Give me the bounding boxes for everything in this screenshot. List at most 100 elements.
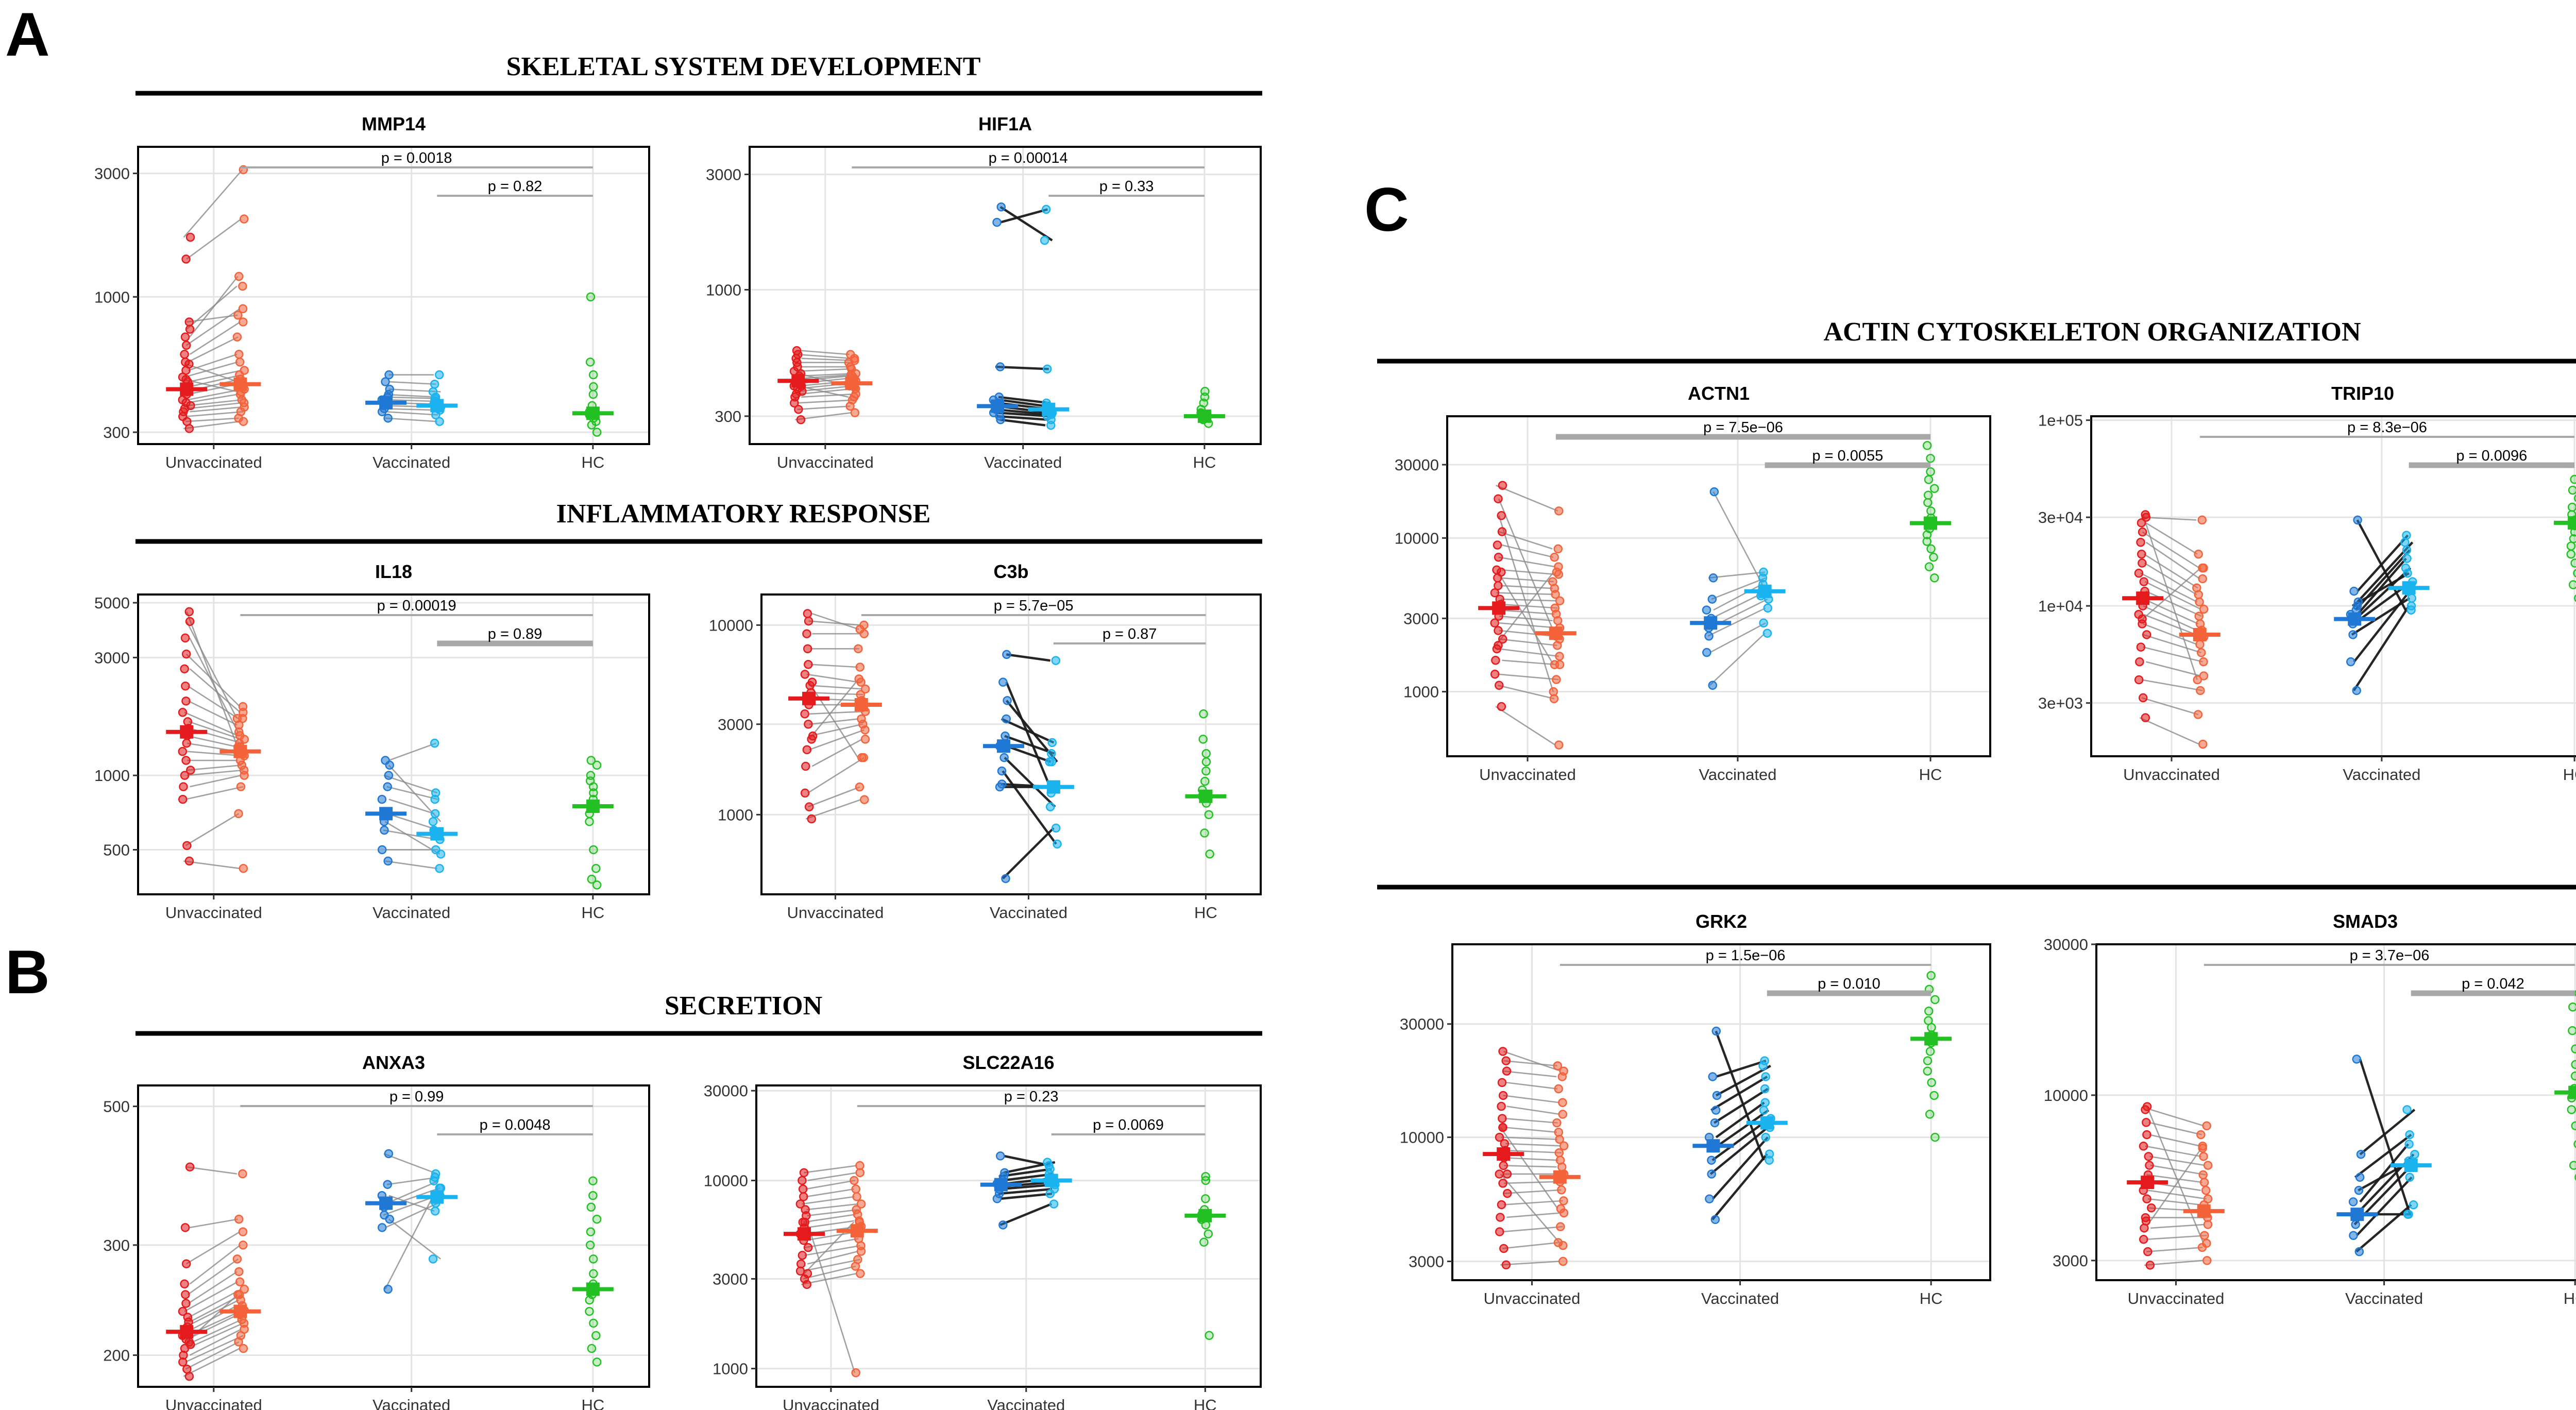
actn1-point-vacc_t1 [1702, 605, 1711, 615]
anxa3-pair-line [187, 1319, 242, 1346]
c3b-point-unvacc_t1 [800, 709, 809, 719]
c3b-point-unvacc_t2 [854, 644, 863, 654]
grk2-point-hc [1930, 995, 1940, 1005]
anxa3-point-unvacc_t1 [180, 1223, 190, 1232]
actn1-point-unvacc_t2 [1554, 506, 1564, 516]
chart-smad3: p = 3.7e−06 p = 0.042 3000 10000 30000 Unvacc… [2044, 911, 2576, 1307]
il18-pair-line [388, 742, 436, 761]
c3b-point-vacc_t2 [1046, 749, 1056, 758]
grk2-pair-line [1715, 1064, 1771, 1097]
c3b-pair-line [805, 799, 861, 820]
hif1a-point-vacc_t2 [1041, 205, 1051, 214]
il18-pair-line [186, 611, 239, 748]
il18-point-unvacc_t1 [181, 756, 191, 765]
anxa3-point-hc [587, 1344, 597, 1353]
mmp14-point-unvacc_t2 [234, 271, 244, 281]
grk2-point-hc [1923, 1056, 1933, 1065]
grk2-pair-line [1715, 1030, 1765, 1161]
slc22a16-point-unvacc_t1 [803, 1269, 812, 1278]
c3b-point-hc [1201, 757, 1211, 767]
grk2-point-unvacc_t2 [1557, 1185, 1566, 1195]
grk2-point-hc [1924, 1016, 1933, 1025]
il18-point-vacc_t2 [428, 817, 438, 826]
actn1-pair-line [1495, 706, 1556, 746]
actn1-point-unvacc_t2 [1552, 567, 1562, 577]
anxa3-pair-line [185, 1341, 240, 1370]
grk2-point-unvacc_t2 [1556, 1222, 1565, 1231]
actn1-point-hc [1926, 467, 1935, 477]
grk2-point-vacc_t2 [1760, 1056, 1769, 1065]
mmp14-point-unvacc_t2 [238, 281, 247, 291]
slc22a16-pair-line [804, 1220, 854, 1229]
actn1-xtick-label-hc: HC [1919, 766, 1942, 784]
il18-point-hc [592, 880, 602, 890]
il18-point-unvacc_t1 [184, 607, 194, 617]
il18-point-unvacc_t2 [239, 864, 248, 873]
actn1-pair-line [1501, 544, 1554, 558]
anxa3-pair-line [386, 1180, 439, 1204]
mmp14-point-vacc_t1 [384, 370, 394, 380]
c3b-point-unvacc_t2 [855, 782, 865, 792]
actn1-pair-line [1498, 515, 1554, 692]
trip10-point-unvacc_t1 [2134, 675, 2144, 685]
c3b-pair-line [807, 786, 860, 808]
hif1a-point-vacc_t1 [995, 362, 1005, 371]
trip10-point-vacc_t1 [2348, 630, 2358, 639]
il18-pair-line [186, 621, 238, 719]
il18-point-unvacc_t1 [182, 841, 192, 851]
grk2-point-unvacc_t1 [1495, 1169, 1504, 1179]
c3b-point-hc [1198, 735, 1208, 744]
actn1-point-unvacc_t1 [1497, 702, 1506, 711]
c3b-point-vacc_t1 [1003, 696, 1012, 705]
smad3-point-unvacc_t1 [2142, 1118, 2151, 1127]
smad3-pair-line [2150, 1147, 2202, 1221]
slc22a16-point-vacc_t2 [1044, 1161, 1054, 1170]
smad3-point-unvacc_t1 [2143, 1247, 2153, 1256]
trip10-point-unvacc_t1 [2139, 577, 2148, 586]
smad3-point-unvacc_t2 [2202, 1256, 2212, 1265]
smad3-pair-line [2148, 1122, 2202, 1135]
actn1-point-vacc_t1 [1709, 487, 1719, 497]
c3b-pair-line [806, 673, 859, 683]
actn1-point-hc [1926, 506, 1936, 516]
actn1-pair-line [1707, 607, 1766, 637]
anxa3-point-unvacc_t1 [184, 1371, 194, 1381]
trip10-point-unvacc_t1 [2138, 527, 2147, 537]
actn1-point-unvacc_t2 [1550, 552, 1559, 562]
grk2-point-unvacc_t2 [1558, 1110, 1567, 1119]
mmp14-median-marker-unvacc_t2 [233, 377, 247, 391]
mmp14-pair-line [183, 379, 239, 393]
mmp14-pair-line [185, 411, 244, 417]
trip10-pair-line [2143, 634, 2201, 654]
actn1-point-hc [1923, 498, 1933, 507]
grk2-point-hc [1923, 1066, 1933, 1076]
trip10-ytick-label-2: 3e+04 [2038, 508, 2083, 526]
smad3-point-vacc_t2 [2410, 1149, 2419, 1159]
trip10-point-hc [2574, 594, 2576, 602]
anxa3-median-marker-vacc_t1 [379, 1196, 393, 1210]
c3b-point-vacc_t1 [1001, 731, 1010, 741]
il18-point-unvacc_t2 [236, 782, 246, 791]
grk2-point-unvacc_t1 [1496, 1213, 1505, 1222]
slc22a16-ytick-label-0: 1000 [713, 1360, 748, 1378]
hif1a-median-marker-hc [1197, 409, 1211, 423]
grk2-point-unvacc_t2 [1558, 1241, 1568, 1250]
smad3-point-vacc_t2 [2409, 1200, 2418, 1210]
mmp14-point-unvacc_t2 [239, 317, 248, 327]
smad3-point-unvacc_t1 [2139, 1142, 2148, 1151]
mmp14-pair-line [183, 169, 243, 238]
grk2-pair-line [1504, 1165, 1557, 1168]
anxa3-pair-line [187, 1166, 237, 1175]
anxa3-ytick-label-2: 500 [103, 1098, 130, 1116]
anxa3-pair-line [189, 1329, 242, 1356]
actn1-point-hc [1930, 484, 1939, 493]
smad3-point-vacc_t2 [2404, 1140, 2414, 1149]
actn1-point-vacc_t2 [1762, 628, 1772, 638]
anxa3-median-marker-vacc_t2 [430, 1190, 444, 1204]
il18-point-hc [585, 817, 594, 826]
grk2-point-unvacc_t2 [1553, 1061, 1562, 1071]
trip10-point-hc [2566, 541, 2576, 551]
panel-letter-b: B [5, 938, 50, 1007]
slc22a16-pair-line [804, 1245, 860, 1256]
trip10-point-unvacc_t2 [2199, 671, 2209, 681]
